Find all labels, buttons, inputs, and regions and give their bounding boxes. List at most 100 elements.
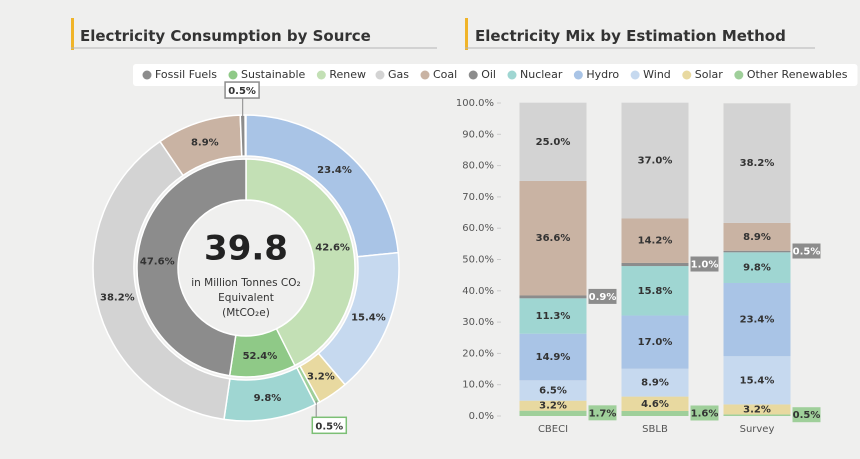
legend-marker <box>573 70 583 80</box>
bar-segment <box>723 404 791 415</box>
bar-segment <box>519 400 587 411</box>
legend-label: Nuclear <box>520 68 563 81</box>
x-tick-label: Survey <box>740 424 775 435</box>
y-tick-label: 30.0% <box>462 317 494 328</box>
callout-box <box>588 405 617 421</box>
center-label: in Million Tonnes CO₂ <box>191 277 301 289</box>
y-tick-label: 90.0% <box>462 129 494 140</box>
data-label: 1.7% <box>589 408 617 419</box>
legend-marker <box>468 70 478 80</box>
outer-segment <box>239 114 247 157</box>
legend-label: Wind <box>643 68 671 81</box>
legend-box <box>133 64 400 86</box>
legend-label: Gas <box>388 68 409 81</box>
bar-segment <box>519 380 587 401</box>
legend-label: Other Renewables <box>747 68 848 81</box>
data-label: 38.2% <box>100 293 135 304</box>
legend-marker <box>420 70 430 80</box>
data-label: 36.6% <box>536 233 571 244</box>
bar-segment <box>723 252 791 283</box>
callout-box <box>792 243 821 259</box>
data-label: 9.8% <box>743 263 771 274</box>
legend-marker <box>316 70 326 80</box>
legend-label: Coal <box>433 68 457 81</box>
bar-segment <box>723 414 791 416</box>
x-tick-label: CBECI <box>538 424 568 435</box>
data-label: 8.9% <box>191 138 219 149</box>
center-label: (MtCO₂e) <box>222 307 270 319</box>
title-accent <box>71 18 74 50</box>
data-label: 0.9% <box>589 292 617 303</box>
data-label: 1.6% <box>691 408 719 419</box>
legend-marker <box>228 70 238 80</box>
data-label: 15.4% <box>740 375 775 386</box>
y-tick-label: 20.0% <box>462 348 494 359</box>
bar-segment <box>723 356 791 405</box>
legend-marker <box>682 70 692 80</box>
legend: Fossil Fuels Sustainable Renewable <box>133 64 400 86</box>
data-label: 4.6% <box>641 399 669 410</box>
y-tick-label: 40.0% <box>462 286 494 297</box>
legend: Gas Coal Oil Nuclear Hydro Wind Solar Other Ren… <box>366 64 858 86</box>
bar-segment <box>723 282 791 357</box>
center-label: Equivalent <box>218 292 274 304</box>
data-label: 23.4% <box>740 315 775 326</box>
data-label: 52.4% <box>243 351 278 362</box>
data-label: 0.5% <box>228 86 256 97</box>
legend-label: Sustainable <box>241 68 306 81</box>
center-value: 39.8 <box>204 229 288 269</box>
x-tick-label: SBLB <box>642 424 668 435</box>
bar-segment <box>519 298 587 334</box>
data-label: 25.0% <box>536 137 571 148</box>
data-label: 42.6% <box>315 242 350 253</box>
y-tick-label: 60.0% <box>462 223 494 234</box>
bar-segment <box>723 250 791 253</box>
bar-segment <box>519 180 587 296</box>
bar-segment <box>621 218 689 263</box>
outer-segment <box>92 140 231 421</box>
data-label: 14.2% <box>638 236 673 247</box>
data-label: 14.9% <box>536 352 571 363</box>
y-tick-label: 80.0% <box>462 161 494 172</box>
y-tick-label: 50.0% <box>462 255 494 266</box>
data-label: 9.8% <box>254 393 282 404</box>
data-label: 1.0% <box>691 260 719 271</box>
legend-marker <box>375 70 385 80</box>
chart-title: Electricity Consumption by Source <box>80 27 371 45</box>
bar-segment <box>519 102 587 181</box>
inner-segment <box>136 158 247 377</box>
bar-segment <box>519 333 587 381</box>
data-label: 47.6% <box>140 256 175 267</box>
inner-segment <box>245 158 356 367</box>
bar-segment <box>621 266 689 316</box>
y-tick-label: 10.0% <box>462 380 494 391</box>
legend-marker <box>734 70 744 80</box>
callout-box <box>224 81 260 99</box>
y-tick-label: 100.0% <box>456 98 494 109</box>
legend-label: Fossil Fuels <box>155 68 217 81</box>
data-label: 3.2% <box>743 404 771 415</box>
data-label: 23.4% <box>317 165 352 176</box>
data-label: 3.2% <box>307 372 335 383</box>
bar-segment <box>723 103 791 223</box>
data-label: 0.5% <box>315 421 343 432</box>
y-tick-label: 0.0% <box>469 411 494 422</box>
legend-label: Oil <box>481 68 496 81</box>
callout-box <box>311 416 348 435</box>
data-label: 37.0% <box>638 156 673 167</box>
bar-segment <box>621 315 689 369</box>
bar-segment <box>621 262 689 267</box>
bar-segment <box>723 222 791 251</box>
legend-marker <box>142 70 152 80</box>
legend-marker <box>507 70 517 80</box>
y-tick-label: 70.0% <box>462 192 494 203</box>
bar-segment <box>621 368 689 397</box>
chart-title: Electricity Mix by Estimation Method <box>475 27 786 45</box>
legend-label: Solar <box>695 68 724 81</box>
data-label: 0.5% <box>793 410 821 421</box>
callout-box <box>588 288 617 304</box>
data-label: 0.5% <box>793 247 821 258</box>
bar-segment <box>621 396 689 411</box>
bar-segment <box>621 102 689 219</box>
data-label: 15.4% <box>351 312 386 323</box>
